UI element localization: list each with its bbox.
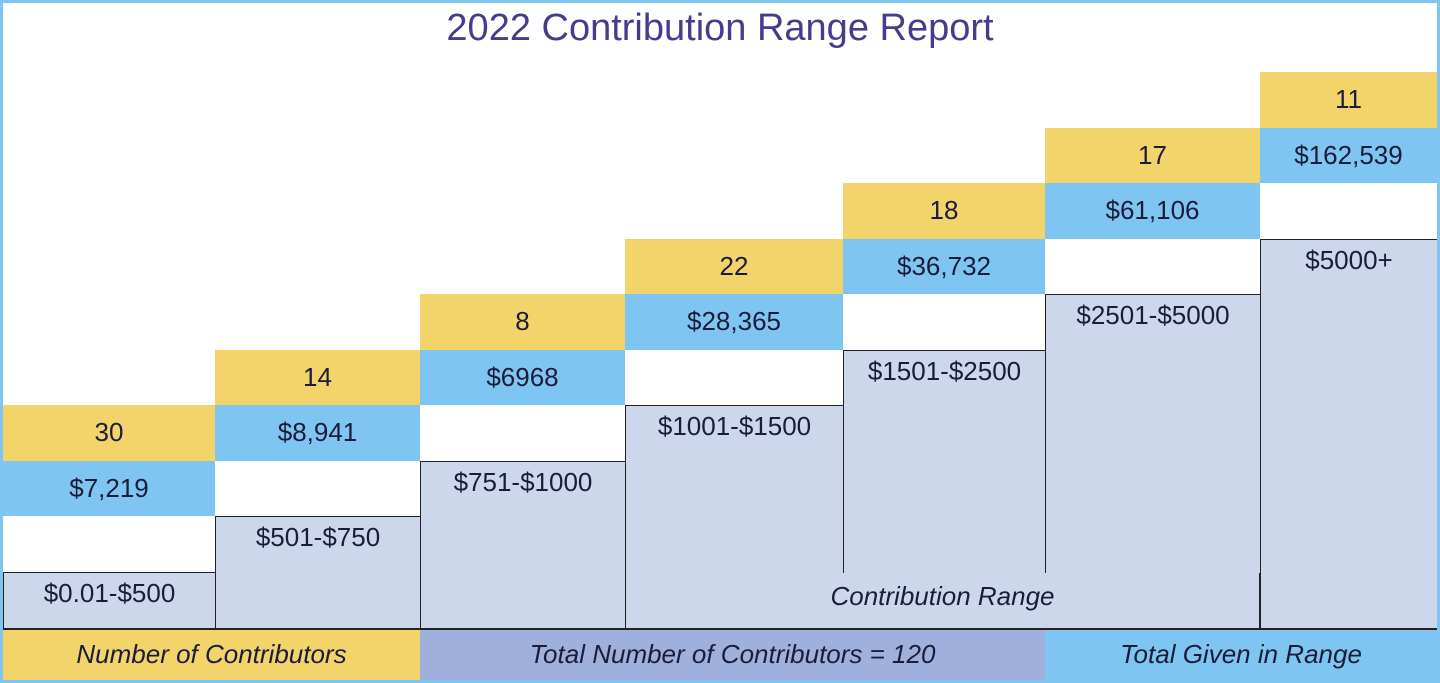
total: $28,365: [625, 294, 843, 350]
count: 30: [3, 405, 215, 461]
count-legend: Number of Contributors: [3, 628, 420, 680]
count: 14: [215, 349, 420, 405]
count: 22: [625, 238, 843, 294]
count: 11: [1260, 72, 1437, 128]
range: $2501-$5000: [1045, 294, 1260, 628]
total-legend: Total Given in Range: [1045, 628, 1437, 680]
total: $7,219: [3, 460, 215, 516]
total: $162,539: [1260, 127, 1437, 183]
count: 17: [1045, 127, 1260, 183]
summary: Total Number of Contributors = 120: [420, 628, 1045, 680]
count: 8: [420, 294, 625, 350]
title: 2022 Contribution Range Report: [446, 7, 994, 49]
range: $5000+: [1260, 238, 1437, 628]
total: $8,941: [215, 405, 420, 461]
total: $36,732: [843, 238, 1045, 294]
range: $751-$1000: [420, 460, 625, 628]
range: $501-$750: [215, 516, 420, 628]
range: $0.01-$500: [3, 571, 215, 628]
count: 18: [843, 183, 1045, 239]
total: $61,106: [1045, 183, 1260, 239]
axis-label: Contribution Range: [625, 573, 1260, 628]
total: $6968: [420, 349, 625, 405]
